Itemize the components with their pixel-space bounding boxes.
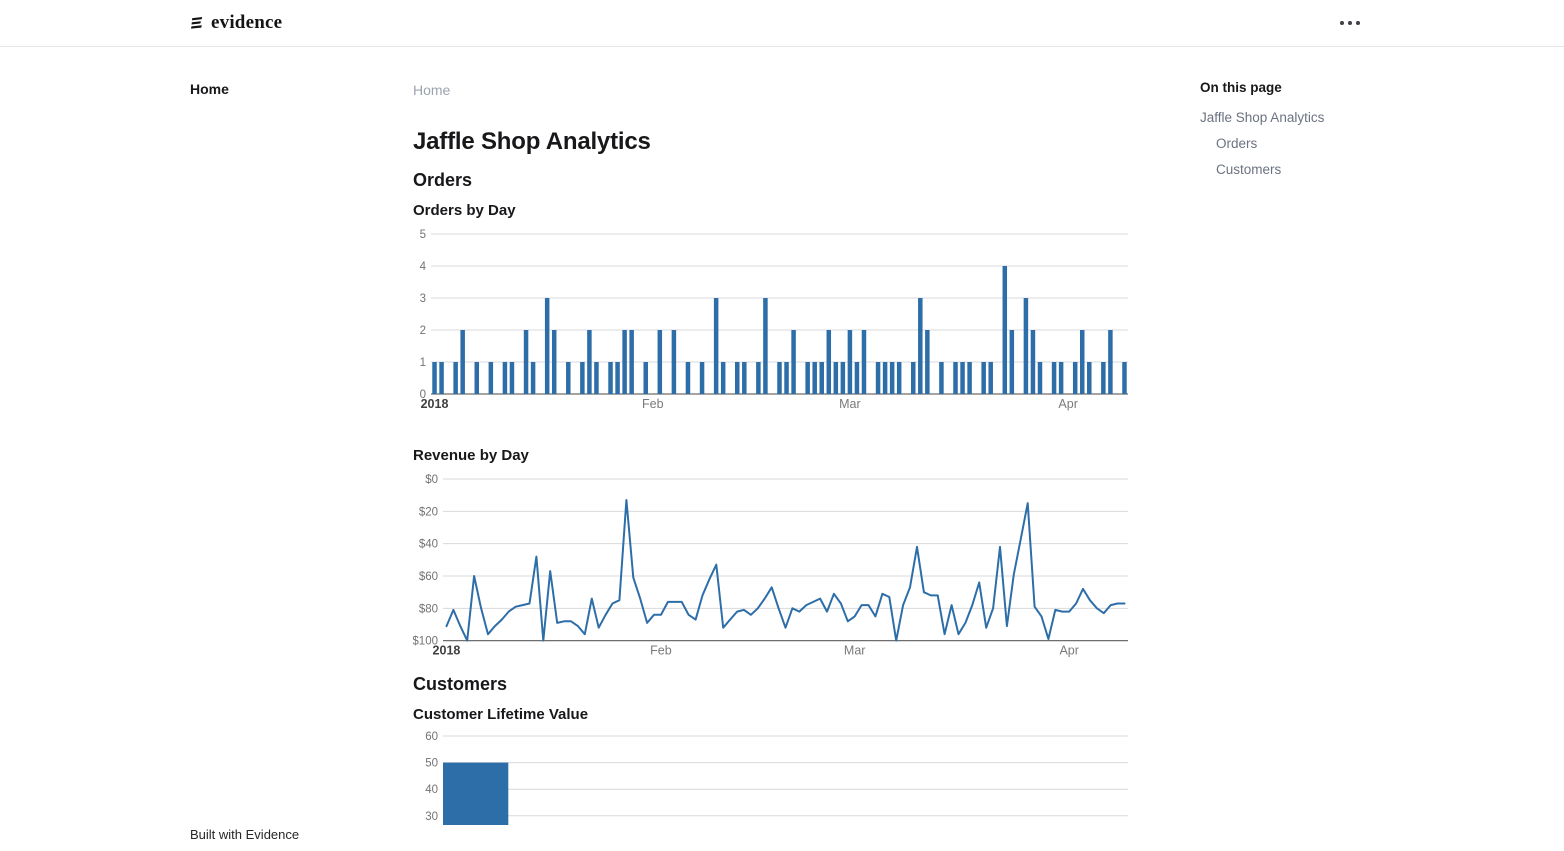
svg-text:1: 1 (420, 357, 426, 369)
toc-title: On this page (1200, 80, 1282, 95)
chart-title-orders-by-day: Orders by Day (413, 202, 516, 219)
svg-text:$20: $20 (419, 506, 438, 518)
svg-text:30: 30 (425, 811, 438, 823)
section-heading-customers: Customers (413, 674, 508, 694)
svg-text:$60: $60 (419, 571, 438, 583)
more-menu-button[interactable] (1334, 15, 1366, 31)
customer-lifetime-value-chart: 60 50 40 30 (425, 731, 1128, 825)
svg-text:Apr: Apr (1058, 397, 1077, 411)
svg-text:$40: $40 (419, 539, 438, 551)
section-heading-orders: Orders (413, 170, 473, 190)
svg-text:$0: $0 (425, 474, 438, 486)
logo-wordmark: evidence (211, 12, 283, 33)
svg-text:3: 3 (420, 293, 426, 305)
on-this-page-panel: On this page Jaffle Shop Analytics Order… (1200, 80, 1420, 188)
svg-text:40: 40 (425, 784, 438, 796)
svg-text:Feb: Feb (642, 397, 664, 411)
built-with-evidence-label[interactable]: Built with Evidence (190, 827, 300, 842)
dot-icon (1348, 21, 1352, 25)
svg-text:Mar: Mar (839, 397, 861, 411)
svg-text:$100: $100 (413, 636, 438, 648)
svg-text:$80: $80 (419, 603, 438, 615)
dot-icon (1356, 21, 1360, 25)
svg-text:Apr: Apr (1059, 644, 1078, 658)
svg-text:4: 4 (420, 261, 427, 273)
dot-icon (1340, 21, 1344, 25)
toc-item-jaffle-shop-analytics[interactable]: Jaffle Shop Analytics (1200, 110, 1325, 125)
chart-title-customer-lifetime-value: Customer Lifetime Value (413, 706, 589, 723)
sidebar: Home (190, 81, 370, 97)
app-header: evidence (0, 0, 1564, 47)
svg-text:2018: 2018 (421, 397, 449, 411)
evidence-logo-icon (191, 16, 203, 29)
chart-title-revenue-by-day: Revenue by Day (413, 447, 529, 464)
svg-text:Feb: Feb (650, 644, 672, 658)
svg-text:0: 0 (420, 389, 426, 401)
sidebar-item-home[interactable]: Home (190, 81, 229, 97)
svg-text:2: 2 (420, 325, 426, 337)
main-content: Home Jaffle Shop Analytics Orders Orders… (413, 82, 1128, 825)
svg-text:5: 5 (420, 229, 426, 241)
svg-text:50: 50 (425, 758, 438, 770)
svg-text:Mar: Mar (844, 644, 866, 658)
toc-item-customers[interactable]: Customers (1216, 162, 1282, 177)
svg-text:60: 60 (425, 731, 438, 743)
breadcrumb[interactable]: Home (413, 82, 451, 98)
toc-item-orders[interactable]: Orders (1216, 136, 1258, 151)
page-title: Jaffle Shop Analytics (413, 128, 651, 155)
evidence-logo[interactable]: evidence (190, 12, 282, 34)
svg-text:2018: 2018 (433, 644, 461, 658)
